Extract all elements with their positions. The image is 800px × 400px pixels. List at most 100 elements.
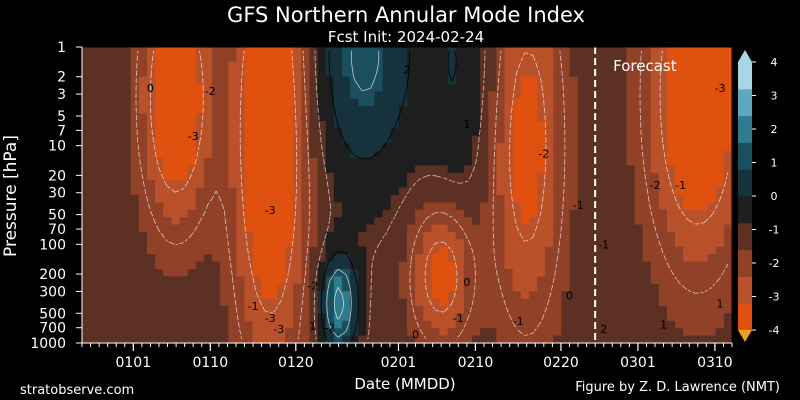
heatmap-cell: [520, 47, 530, 55]
heatmap-cell: [683, 106, 692, 115]
heatmap-cell: [561, 239, 571, 248]
heatmap-cell: [374, 158, 384, 166]
heatmap-cell: [585, 217, 595, 226]
heatmap-cell: [569, 195, 579, 203]
heatmap-cell: [569, 261, 579, 270]
heatmap-cell: [374, 313, 384, 322]
heatmap-cell: [537, 187, 546, 196]
heatmap-cell: [350, 172, 359, 181]
heatmap-cell: [260, 224, 270, 233]
heatmap-cell: [228, 261, 237, 270]
heatmap-cell: [585, 113, 595, 122]
heatmap-cell: [138, 320, 148, 329]
heatmap-cell: [642, 84, 652, 92]
heatmap-cell: [634, 224, 644, 233]
contour-label: -1: [513, 315, 524, 328]
heatmap-cell: [171, 195, 181, 203]
heatmap-cell: [301, 195, 311, 203]
heatmap-cell: [114, 239, 124, 248]
heatmap-cell: [342, 239, 351, 248]
heatmap-cell: [602, 269, 611, 277]
heatmap-cell: [610, 276, 619, 285]
heatmap-cell: [82, 113, 91, 122]
heatmap-cell: [138, 172, 148, 181]
heatmap-cell: [350, 246, 359, 255]
y-tick-label: 7: [57, 123, 66, 139]
heatmap-cell: [195, 128, 205, 137]
heatmap-cell: [374, 165, 384, 174]
heatmap-cell: [179, 106, 189, 115]
heatmap-cell: [382, 224, 392, 233]
heatmap-cell: [366, 180, 376, 189]
heatmap-cell: [374, 298, 384, 307]
heatmap-cell: [585, 328, 595, 337]
heatmap-cell: [187, 276, 197, 285]
heatmap-cell: [285, 121, 294, 129]
heatmap-cell: [634, 98, 644, 107]
heatmap-cell: [480, 269, 489, 277]
heatmap-cell: [585, 298, 595, 307]
heatmap-cell: [463, 76, 473, 85]
heatmap-cell: [431, 165, 441, 174]
heatmap-cell: [537, 246, 546, 255]
heatmap-cell: [333, 217, 343, 226]
heatmap-cell: [569, 276, 579, 285]
heatmap-cell: [106, 121, 116, 129]
heatmap-cell: [504, 158, 514, 166]
heatmap-cell: [98, 69, 107, 78]
heatmap-cell: [488, 84, 497, 92]
heatmap-cell: [545, 187, 554, 196]
heatmap-cell: [423, 84, 432, 92]
heatmap-cell: [179, 143, 189, 152]
heatmap-cell: [309, 150, 319, 159]
heatmap-cell: [374, 232, 384, 240]
heatmap-cell: [447, 283, 457, 292]
contour-label: -2: [650, 179, 661, 192]
heatmap-cell: [723, 269, 733, 277]
heatmap-cell: [333, 150, 343, 159]
heatmap-cell: [699, 261, 709, 270]
heatmap-cell: [244, 69, 254, 78]
heatmap-cell: [537, 121, 546, 129]
heatmap-cell: [277, 232, 286, 240]
heatmap-cell: [342, 165, 351, 174]
heatmap-cell: [98, 187, 107, 196]
heatmap-cell: [658, 298, 668, 307]
heatmap-cell: [122, 98, 132, 107]
heatmap-cell: [569, 254, 579, 263]
heatmap-cell: [252, 195, 262, 203]
heatmap-cell: [691, 180, 701, 189]
heatmap-cell: [407, 76, 416, 85]
heatmap-cell: [707, 291, 717, 300]
heatmap-cell: [423, 239, 432, 248]
heatmap-cell: [228, 113, 237, 122]
heatmap-cell: [626, 91, 636, 100]
heatmap-cell: [650, 91, 660, 100]
heatmap-cell: [82, 328, 91, 337]
heatmap-cell: [691, 306, 701, 314]
heatmap-cell: [130, 283, 140, 292]
heatmap-cell: [463, 180, 473, 189]
heatmap-cell: [537, 232, 546, 240]
heatmap-cell: [553, 261, 562, 270]
heatmap-cell: [675, 143, 684, 152]
heatmap-cell: [350, 69, 359, 78]
heatmap-cell: [163, 69, 172, 78]
heatmap-cell: [147, 61, 156, 70]
heatmap-cell: [707, 158, 717, 166]
heatmap-cell: [642, 195, 652, 203]
heatmap-cell: [130, 172, 140, 181]
heatmap-cell: [268, 217, 278, 226]
heatmap-cell: [520, 313, 530, 322]
heatmap-cell: [602, 76, 611, 85]
heatmap-cell: [593, 202, 603, 211]
heatmap-cell: [244, 217, 254, 226]
heatmap-cell: [553, 269, 562, 277]
heatmap-cell: [147, 217, 156, 226]
heatmap-cell: [691, 187, 701, 196]
heatmap-cell: [610, 269, 619, 277]
heatmap-cell: [407, 283, 416, 292]
heatmap-cell: [723, 128, 733, 137]
heatmap-cell: [415, 261, 424, 270]
heatmap-cell: [244, 195, 254, 203]
